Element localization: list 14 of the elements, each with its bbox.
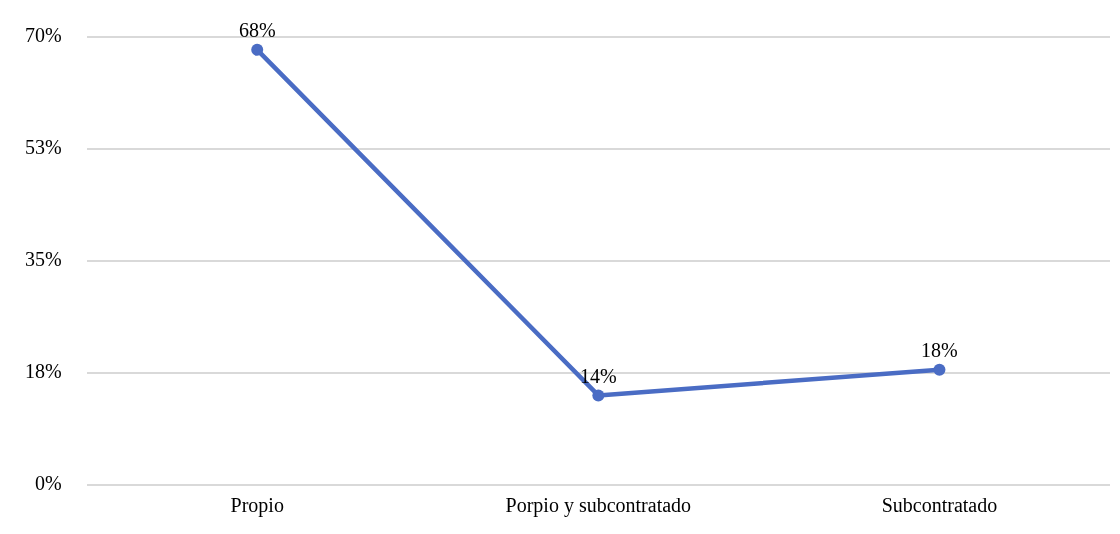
y-tick-label: 53% [24,136,62,159]
y-tick-label: 35% [24,248,62,271]
point [933,363,946,376]
x-tick-label: Subcontratado [881,494,998,517]
data-label: 14% [579,364,617,387]
data-label: 68% [238,19,276,42]
x-tick-label: Propio [230,494,284,518]
y-tick-label: 0% [34,472,62,495]
y-tick-label: 18% [24,360,62,383]
point [251,43,264,56]
point [592,389,605,402]
y-tick-label: 70% [24,24,62,47]
x-tick-label: Porpio y subcontratado [505,494,692,518]
data-label: 18% [921,339,958,362]
